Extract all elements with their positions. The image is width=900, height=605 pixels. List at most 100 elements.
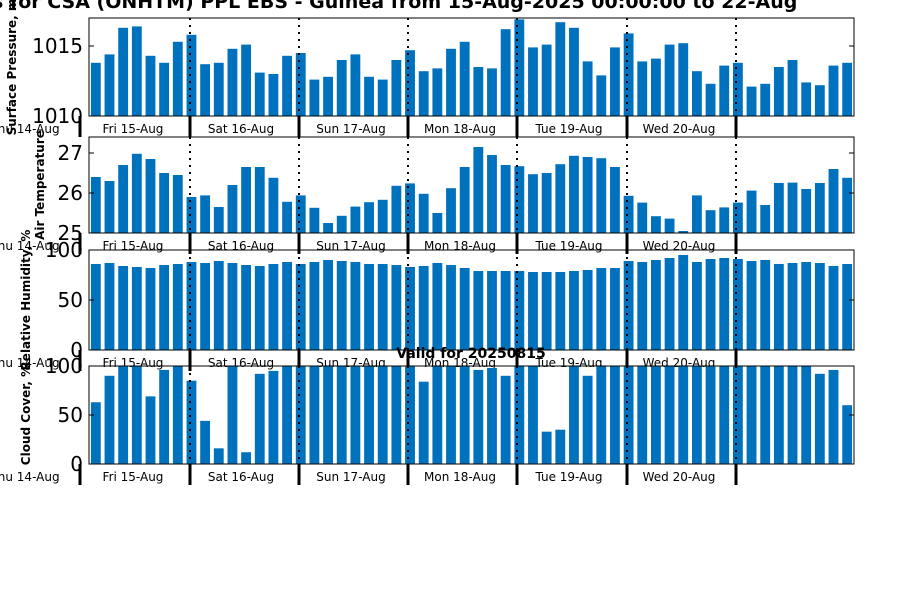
- bar: [705, 259, 716, 350]
- bar: [323, 366, 333, 464]
- bar: [596, 75, 607, 116]
- y-tick-label: 25: [58, 221, 83, 245]
- x-tick-label: Fri 15-Aug: [103, 239, 164, 253]
- bar: [377, 264, 388, 350]
- x-tick-label: Wed 20-Aug: [643, 470, 716, 484]
- bar: [637, 202, 648, 233]
- bar: [473, 369, 484, 464]
- bar: [528, 174, 538, 233]
- bar: [446, 366, 456, 464]
- bar: [569, 366, 579, 464]
- bar: [418, 71, 429, 116]
- y-tick-label: 100: [45, 238, 83, 262]
- x-tick-label: Tue 19-Aug: [534, 239, 602, 253]
- bar: [623, 366, 634, 464]
- y-tick-label: 0: [70, 338, 83, 362]
- y-axis-label: Cloud Cover, %: [19, 365, 33, 465]
- bar: [227, 366, 238, 464]
- x-tick-label: Sun 17-Aug: [316, 470, 385, 484]
- bar: [664, 218, 675, 233]
- bar: [145, 55, 156, 116]
- bar: [241, 44, 252, 116]
- bar: [842, 405, 853, 464]
- bar: [323, 76, 333, 116]
- bar: [418, 193, 429, 233]
- bar: [582, 270, 593, 350]
- x-tick-label: Tue 19-Aug: [534, 122, 602, 136]
- bar: [801, 366, 812, 464]
- bar: [432, 366, 443, 464]
- bar: [295, 366, 306, 464]
- bar: [350, 262, 361, 350]
- bar: [391, 265, 402, 350]
- bar: [623, 195, 634, 233]
- bar: [200, 64, 211, 116]
- bar: [241, 167, 252, 233]
- bar: [487, 155, 497, 233]
- bar: [336, 366, 347, 464]
- bar: [514, 271, 525, 350]
- bar: [828, 65, 839, 116]
- bar: [90, 402, 101, 464]
- bar: [172, 264, 183, 350]
- bar: [432, 213, 443, 233]
- bar: [678, 231, 689, 233]
- bar: [842, 264, 853, 350]
- bar: [719, 258, 730, 350]
- bar: [90, 264, 101, 350]
- bar: [664, 258, 675, 350]
- y-tick-label: 50: [58, 288, 83, 312]
- bar: [500, 271, 511, 350]
- x-tick-label: Tue 19-Aug: [534, 470, 602, 484]
- bar: [282, 366, 292, 464]
- bar: [623, 261, 634, 350]
- bar: [131, 366, 142, 464]
- bar: [459, 41, 470, 116]
- bar: [159, 369, 170, 464]
- bar: [227, 263, 238, 350]
- x-tick-label: Wed 20-Aug: [643, 122, 716, 136]
- bar: [459, 366, 470, 464]
- bar: [159, 173, 170, 233]
- bar: [282, 55, 292, 116]
- panel-2: 25 26 27 Thu 14-Aug Fri 15-Aug Sat 16-Aug Sun …: [0, 130, 855, 254]
- bar: [487, 68, 497, 116]
- bar: [541, 173, 552, 233]
- bar: [473, 271, 484, 350]
- plot-frame: [88, 136, 855, 234]
- bar: [90, 62, 101, 116]
- bar: [459, 167, 470, 233]
- x-tick-label: Mon 18-Aug: [424, 470, 496, 484]
- bar: [323, 223, 333, 233]
- x-tick-label: Thu 14-Aug: [0, 239, 60, 253]
- bar: [131, 153, 142, 233]
- bar: [213, 261, 224, 350]
- bar: [528, 47, 538, 116]
- bar: [691, 195, 702, 233]
- bar: [145, 268, 156, 350]
- bar: [418, 381, 429, 464]
- bar: [473, 147, 484, 233]
- bar: [719, 207, 730, 233]
- bar: [391, 60, 402, 116]
- bar: [746, 86, 757, 116]
- bar: [514, 19, 525, 116]
- bar: [773, 183, 784, 233]
- x-tick-label: Sat 16-Aug: [208, 356, 274, 370]
- bar: [104, 54, 115, 116]
- bar: [814, 263, 825, 350]
- bar: [350, 206, 361, 233]
- bar: [500, 29, 511, 117]
- bar: [405, 366, 415, 464]
- bar: [254, 72, 265, 116]
- bar: [268, 74, 279, 116]
- x-tick-label: Mon 18-Aug: [424, 122, 496, 136]
- bar: [746, 190, 757, 233]
- bar: [254, 266, 265, 350]
- bar: [104, 375, 115, 464]
- bar: [377, 199, 388, 233]
- bar: [569, 155, 579, 233]
- bar: [555, 272, 566, 350]
- bar: [446, 265, 456, 350]
